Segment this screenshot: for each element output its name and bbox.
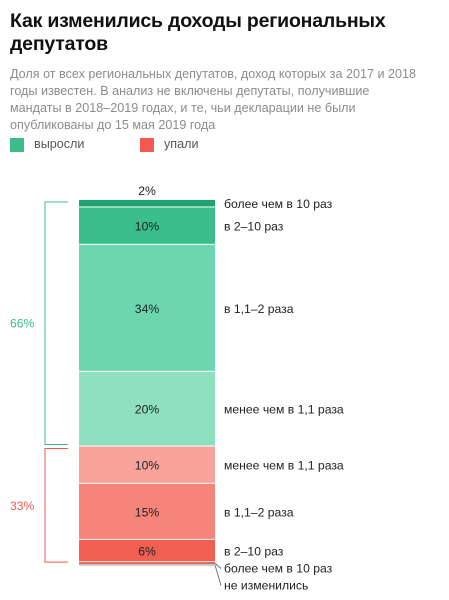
category-label: в 2–10 раз — [224, 545, 284, 559]
category-label: менее чем в 1,1 раза — [224, 403, 344, 417]
bar-segment — [79, 371, 215, 446]
value-label: 2% — [138, 184, 156, 198]
value-label: 10% — [135, 459, 160, 473]
group-bracket — [44, 447, 68, 563]
bar-segment — [79, 564, 215, 566]
bar-segment — [79, 562, 215, 564]
bar-segment — [79, 207, 215, 244]
leader-line — [214, 564, 222, 586]
group-bracket — [44, 201, 68, 445]
legend-label-grew: выросли — [34, 137, 85, 151]
category-label: более чем в 10 раз — [224, 562, 333, 576]
bar-segment — [79, 446, 215, 483]
value-label: 6% — [138, 545, 156, 559]
category-label: в 2–10 раз — [224, 220, 284, 234]
value-label: 34% — [135, 302, 160, 316]
page-subtitle: Доля от всех региональных депутатов, дох… — [10, 67, 417, 132]
value-label: 10% — [135, 220, 160, 234]
bar-segment — [79, 539, 215, 562]
category-label: в 1,1–2 раза — [224, 302, 294, 316]
legend-label-fell: упали — [164, 137, 199, 151]
leader-line — [214, 562, 222, 569]
bar-segment — [79, 244, 215, 371]
bar-segment — [79, 200, 215, 207]
legend-swatch-fell — [140, 138, 154, 152]
category-label: более чем в 10 раз — [224, 197, 333, 211]
category-label: не изменились — [224, 579, 308, 593]
group-total-label: 66% — [10, 317, 35, 331]
category-label: менее чем в 1,1 раза — [224, 459, 344, 473]
group-total-label: 33% — [10, 499, 35, 513]
value-label: 15% — [135, 505, 160, 519]
legend-swatch-grew — [10, 138, 24, 152]
page-title: Как изменились доходы региональных депут… — [10, 10, 386, 55]
category-label: в 1,1–2 раза — [224, 505, 294, 519]
value-label: 20% — [135, 403, 160, 417]
bar-segment — [79, 483, 215, 539]
